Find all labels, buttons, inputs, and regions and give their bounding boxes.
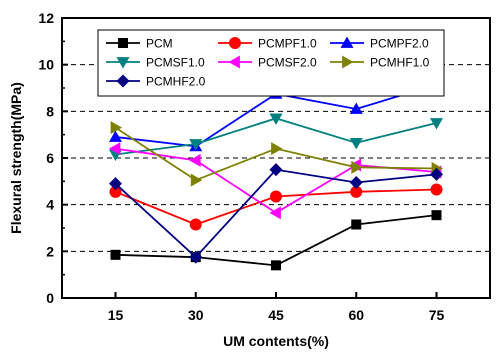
y-tick-label: 4 [46, 197, 54, 213]
axes: 0 2 4 6 8 10 12 15 30 45 60 75 [38, 10, 444, 323]
x-tick-label: 45 [268, 307, 284, 323]
series-layer [109, 78, 443, 271]
data-point [351, 219, 362, 230]
legend-marker [116, 74, 130, 88]
series-line [115, 214, 437, 267]
x-tick-label: 75 [429, 307, 445, 323]
y-tick-label: 10 [38, 57, 54, 73]
series-pcm [110, 210, 442, 271]
legend-label: PCM [146, 37, 173, 51]
data-point [109, 177, 122, 191]
data-point [349, 102, 363, 114]
legend-label: PCMHF1.0 [370, 56, 430, 70]
legend-label: PCMPF2.0 [370, 37, 429, 51]
data-point [110, 249, 121, 260]
series-pcmhf2-0 [109, 163, 443, 264]
legend-item: PCMPF2.0 [330, 36, 429, 51]
legend-marker [228, 55, 240, 69]
data-point [190, 173, 203, 187]
legend-label: PCMHF2.0 [146, 75, 206, 89]
legend-item: PCMSF1.0 [106, 56, 205, 70]
legend-marker [342, 55, 354, 69]
series-pcmpf1-0 [109, 183, 443, 231]
data-point [189, 139, 203, 151]
data-point [110, 121, 122, 135]
y-tick-label: 0 [46, 290, 54, 306]
data-point [189, 250, 203, 264]
y-tick-label: 12 [38, 10, 54, 26]
data-point [269, 206, 281, 220]
data-point [189, 218, 202, 231]
x-tick-label: 30 [188, 307, 204, 323]
series-pcmsf1-0 [109, 113, 443, 161]
data-point [109, 142, 121, 156]
y-tick-label: 2 [46, 243, 54, 259]
legend-item: PCM [106, 37, 173, 51]
x-tick-label: 60 [348, 307, 364, 323]
x-axis-title: UM contents(%) [223, 333, 329, 349]
y-axis-title: Flexural strength(MPa) [8, 82, 24, 234]
legend-label: PCMSF2.0 [258, 56, 317, 70]
data-point [430, 118, 443, 130]
legend-marker [116, 57, 130, 69]
legend-item: PCMHF2.0 [106, 74, 206, 89]
legend-item: PCMHF1.0 [330, 55, 430, 70]
data-point [431, 210, 442, 221]
data-point [270, 190, 282, 203]
legend: PCM PCMPF1.0 PCMPF2.0 PCMSF1.0 PCMSF2.0 PCMHF… [97, 29, 445, 97]
data-point [350, 185, 363, 198]
data-point [430, 183, 443, 196]
series-pcmsf2-0 [109, 142, 442, 220]
data-point [189, 153, 201, 167]
y-tick-label: 6 [46, 150, 54, 166]
data-point [351, 160, 363, 174]
data-point [109, 130, 122, 142]
data-point [349, 137, 363, 150]
x-tick-label: 15 [108, 307, 124, 323]
data-point [430, 167, 443, 181]
legend-label: PCMSF1.0 [146, 56, 205, 70]
y-tick-label: 8 [46, 103, 54, 119]
data-point [269, 163, 283, 177]
legend-marker [340, 36, 354, 48]
legend-box [97, 29, 445, 97]
data-point [349, 176, 363, 189]
legend-marker [229, 37, 241, 49]
data-point [269, 113, 283, 125]
legend-label: PCMPF1.0 [258, 37, 317, 51]
legend-marker [118, 38, 128, 48]
data-point [109, 185, 122, 198]
data-point [271, 260, 281, 271]
legend-item: PCMPF1.0 [218, 37, 317, 51]
data-point [271, 142, 283, 156]
series-pcmhf1-0 [110, 121, 443, 187]
legend-item: PCMSF2.0 [218, 55, 317, 70]
